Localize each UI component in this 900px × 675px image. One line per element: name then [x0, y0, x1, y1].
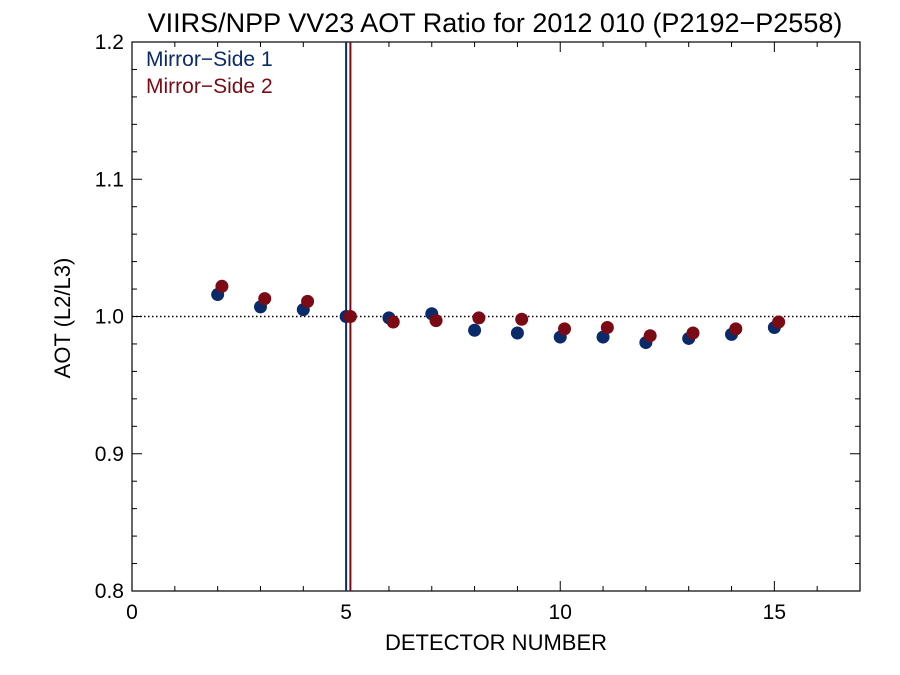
legend-entry: Mirror−Side 2	[146, 75, 273, 98]
y-tick-label: 0.9	[95, 443, 124, 466]
data-point	[600, 320, 614, 334]
data-point	[729, 322, 743, 336]
y-tick-label: 0.8	[95, 580, 124, 603]
data-point	[558, 322, 572, 336]
data-point	[343, 310, 357, 323]
x-axis-label: DETECTOR NUMBER	[385, 630, 607, 655]
data-point	[472, 311, 486, 325]
legend: Mirror−Side 1 Mirror−Side 2	[146, 48, 273, 98]
x-tick-label: 10	[549, 601, 572, 624]
data-point	[386, 315, 400, 329]
y-tick-label: 1.1	[95, 168, 124, 191]
data-point	[468, 323, 482, 337]
data-point	[643, 329, 657, 343]
data-point	[258, 292, 272, 306]
y-axis-label: AOT (L2/L3)	[50, 258, 75, 379]
chart-title: VIIRS/NPP VV23 AOT Ratio for 2012 010 (P…	[148, 8, 843, 38]
data-point	[429, 314, 443, 328]
y-tick-label: 1.0	[95, 306, 124, 329]
data-point	[772, 315, 786, 329]
x-tick-label: 15	[763, 601, 786, 624]
legend-entry: Mirror−Side 1	[146, 48, 273, 71]
plot-area: 0 5 10 15 0.8 0.9 1.0 1.1 1.2	[95, 31, 861, 624]
y-tick-label: 1.2	[95, 31, 124, 54]
data-point	[215, 279, 229, 293]
x-tick-label: 0	[126, 601, 138, 624]
data-point	[510, 326, 524, 340]
data-point	[515, 312, 529, 326]
x-tick-label: 5	[340, 601, 352, 624]
data-point	[686, 326, 700, 340]
data-point	[301, 294, 315, 308]
